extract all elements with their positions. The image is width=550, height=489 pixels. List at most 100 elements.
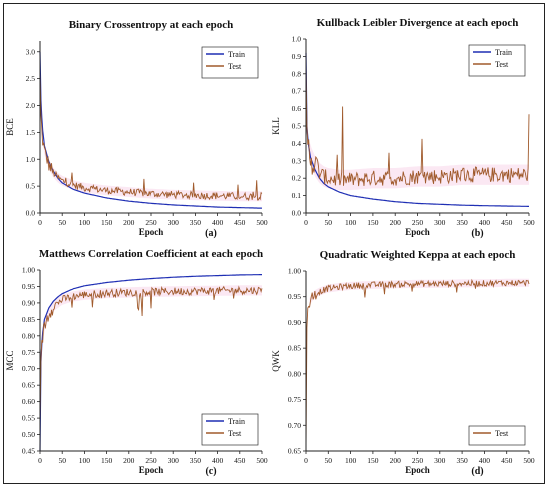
x-tick-label: 450 xyxy=(234,456,246,465)
y-tick-label: 0.7 xyxy=(292,87,302,96)
y-tick-label: 0.6 xyxy=(292,104,302,113)
x-tick-label: 100 xyxy=(79,456,91,465)
x-tick-label: 250 xyxy=(145,218,157,227)
x-tick-label: 450 xyxy=(234,218,246,227)
x-tick-label: 0 xyxy=(38,218,42,227)
x-tick-label: 200 xyxy=(123,456,135,465)
x-tick-label: 150 xyxy=(101,456,113,465)
x-tick-label: 400 xyxy=(479,456,491,465)
x-tick-label: 50 xyxy=(325,218,333,227)
series-line-train xyxy=(39,274,262,452)
x-tick-label: 150 xyxy=(367,218,379,227)
y-axis-label: MCC xyxy=(5,350,15,370)
x-tick-label: 0 xyxy=(304,218,308,227)
x-tick-label: 500 xyxy=(523,218,535,227)
x-tick-label: 50 xyxy=(325,456,333,465)
x-axis-label: Epoch xyxy=(139,227,164,237)
y-tick-label: 0.55 xyxy=(22,414,35,423)
y-axis-label: QWK xyxy=(271,350,281,372)
legend-label-test: Test xyxy=(228,429,242,438)
y-tick-label: 0.0 xyxy=(292,209,302,218)
x-tick-label: 50 xyxy=(58,456,66,465)
chart-title: Kullback Leibler Divergence at each epoc… xyxy=(317,17,519,29)
x-tick-label: 250 xyxy=(145,456,157,465)
y-tick-label: 0.0 xyxy=(26,209,36,218)
y-tick-label: 0.8 xyxy=(292,69,302,78)
panel-label: (d) xyxy=(471,466,483,477)
y-tick-label: 1.00 xyxy=(22,266,35,275)
y-tick-label: 0.9 xyxy=(292,52,302,61)
legend: Test xyxy=(468,425,526,446)
x-tick-label: 350 xyxy=(190,218,202,227)
y-tick-label: 1.5 xyxy=(26,128,36,137)
y-tick-label: 0.5 xyxy=(292,122,302,131)
y-tick-label: 0.65 xyxy=(22,381,35,390)
x-tick-label: 100 xyxy=(345,218,357,227)
legend-box xyxy=(468,44,526,77)
legend-box xyxy=(201,413,259,446)
x-tick-label: 200 xyxy=(123,218,135,227)
chart-panel-b: Kullback Leibler Divergence at each epoc… xyxy=(271,17,535,239)
legend-box xyxy=(468,425,526,446)
figure-canvas: Binary Crossentropy at each epoch 0 50 100 1… xyxy=(5,17,535,477)
legend-label-test: Test xyxy=(228,62,242,71)
x-tick-label: 500 xyxy=(256,218,268,227)
y-tick-label: 0.95 xyxy=(288,292,301,301)
y-tick-label: 0.80 xyxy=(288,369,301,378)
y-tick-label: 0.75 xyxy=(288,395,301,404)
legend: Train Test xyxy=(201,413,259,446)
y-tick-label: 0.5 xyxy=(26,182,36,191)
chart-panel-a: Binary Crossentropy at each epoch 0 50 100 1… xyxy=(5,19,268,239)
x-tick-label: 350 xyxy=(456,218,468,227)
figure-frame: Binary Crossentropy at each epoch 0 50 100 1… xyxy=(3,3,545,484)
x-tick-label: 300 xyxy=(168,456,180,465)
x-tick-label: 500 xyxy=(523,456,535,465)
variance-band xyxy=(309,278,529,307)
x-axis-label: Epoch xyxy=(139,465,164,475)
variance-band xyxy=(43,140,262,202)
x-tick-label: 150 xyxy=(367,456,379,465)
x-tick-label: 50 xyxy=(58,218,66,227)
y-tick-label: 1.00 xyxy=(288,267,301,276)
x-tick-label: 250 xyxy=(412,218,424,227)
chart-title: Quadratic Weighted Keppa at each epoch xyxy=(320,249,516,261)
y-axis-label: BCE xyxy=(5,118,15,136)
x-axis-label: Epoch xyxy=(405,465,430,475)
y-tick-label: 0.3 xyxy=(292,156,302,165)
legend-label-train: Train xyxy=(228,417,245,426)
legend: Train Test xyxy=(201,46,259,79)
y-tick-label: 0.90 xyxy=(22,298,35,307)
y-tick-label: 0.70 xyxy=(22,364,35,373)
y-tick-label: 0.75 xyxy=(22,348,35,357)
x-tick-label: 200 xyxy=(390,456,402,465)
legend-label-train: Train xyxy=(495,48,512,57)
x-tick-label: 450 xyxy=(501,218,513,227)
panel-label: (b) xyxy=(471,228,483,239)
x-tick-label: 0 xyxy=(304,456,308,465)
y-tick-label: 0.2 xyxy=(292,174,302,183)
x-tick-label: 400 xyxy=(212,456,224,465)
x-tick-label: 250 xyxy=(412,456,424,465)
legend: Train Test xyxy=(468,44,526,77)
chart-panel-c: Matthews Correlation Coefficient at each… xyxy=(5,248,268,477)
legend-label-train: Train xyxy=(228,50,245,59)
chart-title: Binary Crossentropy at each epoch xyxy=(69,19,234,31)
series-line-test xyxy=(305,278,530,451)
y-tick-label: 2.0 xyxy=(26,101,36,110)
series-line-test xyxy=(39,285,263,424)
x-tick-label: 150 xyxy=(101,218,113,227)
y-tick-label: 0.80 xyxy=(22,331,35,340)
y-tick-label: 0.1 xyxy=(292,191,302,200)
x-tick-label: 400 xyxy=(212,218,224,227)
panel-label: (c) xyxy=(205,466,216,477)
x-tick-label: 300 xyxy=(168,218,180,227)
x-tick-label: 0 xyxy=(38,456,42,465)
legend-label-test: Test xyxy=(495,60,509,69)
y-tick-label: 0.90 xyxy=(288,318,301,327)
x-axis-label: Epoch xyxy=(405,227,430,237)
variance-band xyxy=(43,285,262,337)
y-tick-label: 1.0 xyxy=(292,35,302,44)
series-line-test xyxy=(39,70,263,202)
y-tick-label: 3.0 xyxy=(26,47,36,56)
y-tick-label: 0.95 xyxy=(22,282,35,291)
